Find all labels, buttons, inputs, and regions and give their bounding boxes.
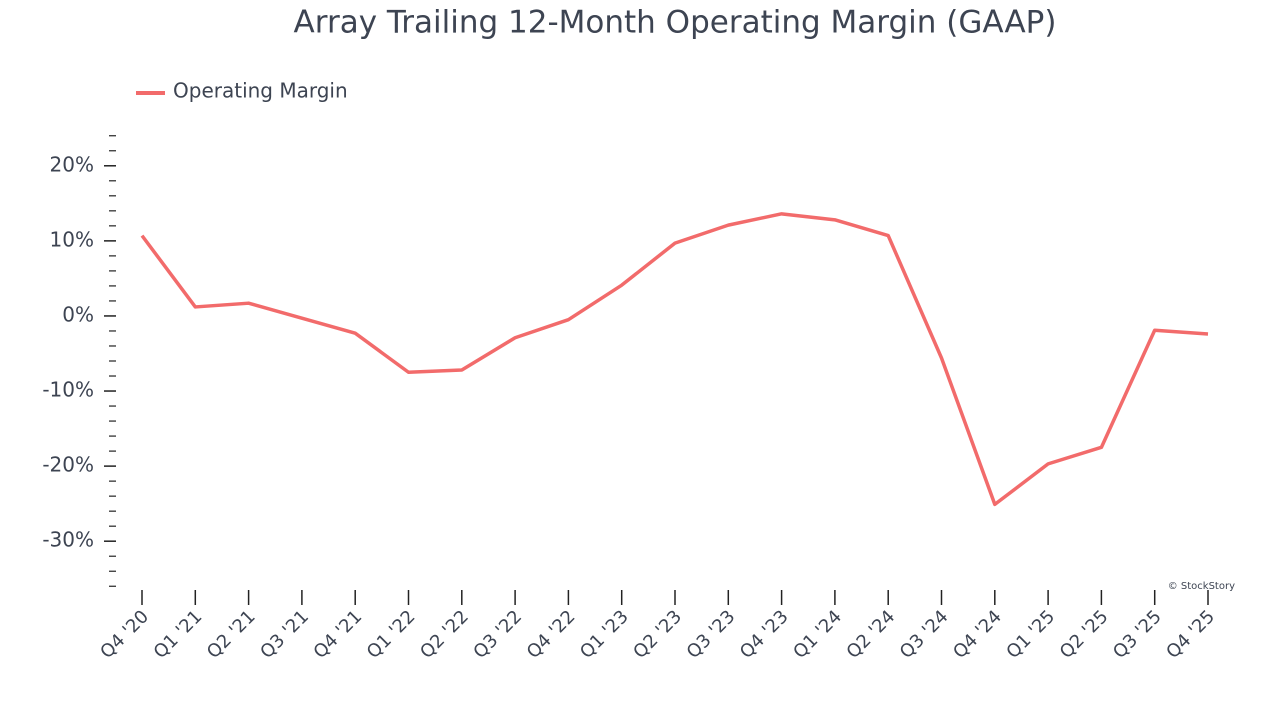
x-tick-label: Q4 '24 xyxy=(949,606,1006,663)
x-tick-label: Q2 '25 xyxy=(1056,606,1113,663)
x-tick-label: Q2 '23 xyxy=(629,606,686,663)
y-tick-label: 10% xyxy=(50,227,94,251)
chart-title: Array Trailing 12-Month Operating Margin… xyxy=(294,5,1057,41)
y-tick-label: -30% xyxy=(42,528,94,552)
x-tick-label: Q3 '22 xyxy=(469,606,526,663)
x-tick-label: Q3 '25 xyxy=(1109,606,1166,663)
x-tick-label: Q3 '21 xyxy=(256,606,313,663)
x-tick-label: Q2 '24 xyxy=(843,606,900,663)
watermark: © StockStory xyxy=(1168,581,1235,592)
x-tick-label: Q4 '25 xyxy=(1162,606,1219,663)
x-tick-label: Q1 '25 xyxy=(1002,606,1059,663)
y-tick-label: 20% xyxy=(50,152,94,176)
y-tick-label: -10% xyxy=(42,378,94,402)
x-tick-label: Q3 '23 xyxy=(683,606,740,663)
x-tick-label: Q4 '20 xyxy=(96,606,153,663)
x-tick-label: Q4 '21 xyxy=(310,606,367,663)
x-tick-label: Q4 '23 xyxy=(736,606,793,663)
data-line xyxy=(140,212,1209,507)
x-tick-label: Q2 '21 xyxy=(203,606,260,663)
x-tick-label: Q3 '24 xyxy=(896,606,953,663)
x-tick-label: Q1 '22 xyxy=(363,606,420,663)
legend-label: Operating Margin xyxy=(173,79,348,103)
y-tick-label: 0% xyxy=(62,302,94,326)
y-tick-label: -20% xyxy=(42,453,94,477)
x-tick-label: Q2 '22 xyxy=(416,606,473,663)
x-tick-label: Q1 '23 xyxy=(576,606,633,663)
x-tick-label: Q1 '21 xyxy=(150,606,207,663)
x-tick-label: Q1 '24 xyxy=(789,606,846,663)
x-tick-label: Q4 '22 xyxy=(523,606,580,663)
